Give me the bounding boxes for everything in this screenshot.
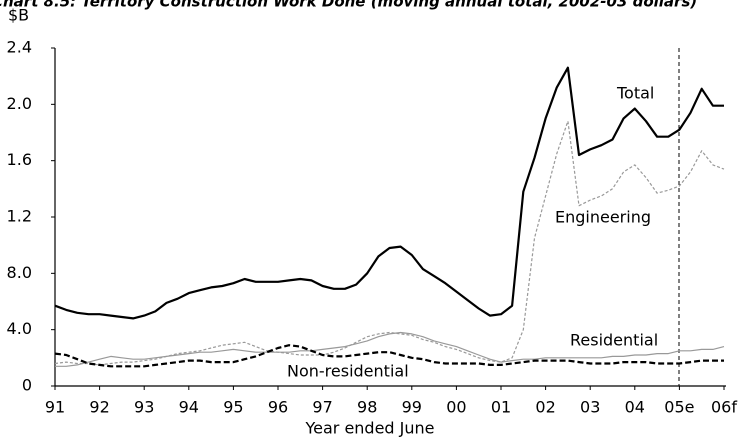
x-tick-label: 06f [711, 398, 737, 417]
line [54, 120, 725, 366]
series-label: Total [616, 84, 654, 103]
x-axis-label: Year ended June [304, 419, 434, 438]
line [54, 66, 724, 320]
y-tick-label: 2.0 [7, 94, 32, 113]
x-tick-label: 97 [312, 398, 332, 417]
y-tick-label: 4.0 [7, 319, 32, 338]
x-tick-label: 03 [580, 398, 600, 417]
series-label: Engineering [555, 208, 651, 227]
x-tick-label: 02 [535, 398, 555, 417]
x-tick-label: 93 [134, 398, 154, 417]
x-tick-label: 00 [446, 398, 466, 417]
x-tick-label: 05e [664, 398, 694, 417]
y-tick-label: 8.0 [7, 263, 32, 282]
line [55, 331, 725, 367]
chart-title: Chart 8.5: Territory Construction Work D… [0, 0, 697, 11]
y-tick-label: 1.2 [7, 207, 32, 226]
x-tick-label: 95 [223, 398, 243, 417]
y-tick-label: 1.6 [7, 150, 32, 169]
x-tick-label: 98 [357, 398, 377, 417]
line [54, 344, 724, 368]
series-label: Residential [570, 331, 658, 350]
y-tick-label: 0 [22, 376, 32, 395]
x-tick-label: 92 [89, 398, 109, 417]
x-tick-label: 91 [45, 398, 65, 417]
x-tick-label: 96 [268, 398, 288, 417]
x-tick-label: 04 [625, 398, 645, 417]
y-tick-label: 2.4 [7, 38, 32, 57]
y-axis-label: $B [8, 6, 29, 25]
x-tick-label: 99 [402, 398, 422, 417]
x-tick-label: 94 [179, 398, 199, 417]
x-tick-label: 01 [491, 398, 511, 417]
series-label: Non-residential [287, 362, 409, 381]
